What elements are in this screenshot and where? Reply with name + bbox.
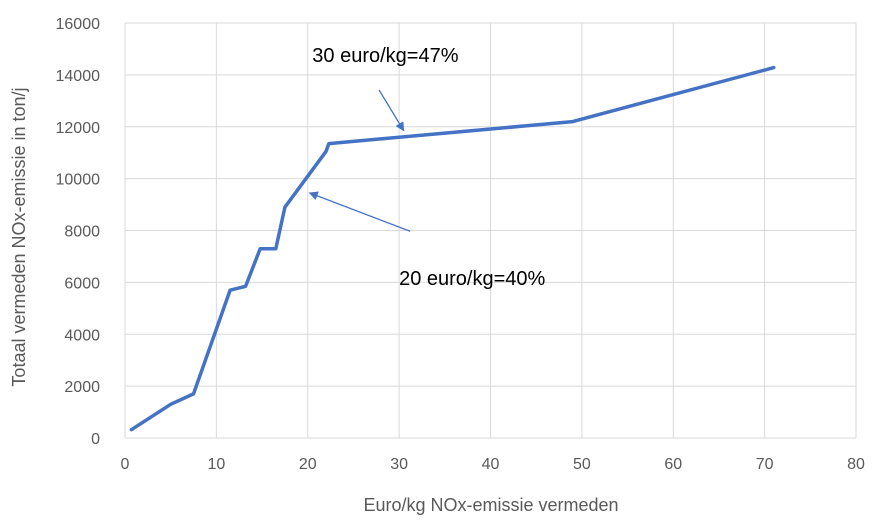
y-tick-label: 0: [91, 431, 100, 448]
y-tick-label: 12000: [56, 120, 101, 137]
annotation-label: 20 euro/kg=40%: [399, 268, 545, 290]
x-tick-label: 70: [756, 456, 774, 473]
y-tick-label: 4000: [64, 327, 100, 344]
x-tick-label: 20: [299, 456, 317, 473]
y-tick-label: 14000: [56, 68, 101, 85]
annotation-arrow: [378, 89, 405, 132]
y-axis-title: Totaal vermeden NOx-emissie in ton/j: [9, 87, 29, 386]
grid: [124, 22, 857, 439]
x-tick-label: 50: [573, 456, 591, 473]
y-axis-ticks: 0 2000 4000 6000 8000 10000 12000 14000 16000: [56, 16, 101, 448]
x-tick-label: 10: [207, 456, 225, 473]
y-tick-label: 2000: [64, 379, 100, 396]
x-tick-label: 80: [847, 456, 865, 473]
y-tick-label: 10000: [56, 172, 101, 189]
series-layer: [129, 65, 776, 432]
annotation-label: 30 euro/kg=47%: [312, 45, 458, 67]
y-tick-label: 6000: [64, 275, 100, 292]
x-tick-label: 0: [121, 456, 130, 473]
x-tick-label: 60: [664, 456, 682, 473]
y-tick-label: 8000: [64, 224, 100, 241]
y-tick-label: 16000: [56, 16, 101, 33]
series-line-0: [129, 65, 776, 432]
annotations: 30 euro/kg=47% 20 euro/kg=40%: [308, 45, 546, 290]
x-axis-ticks: 0 10 20 30 40 50 60 70 80: [121, 456, 865, 473]
annotation-arrow: [308, 191, 411, 232]
x-tick-label: 30: [390, 456, 408, 473]
x-tick-label: 40: [482, 456, 500, 473]
x-axis-title: Euro/kg NOx-emissie vermeden: [363, 495, 618, 515]
